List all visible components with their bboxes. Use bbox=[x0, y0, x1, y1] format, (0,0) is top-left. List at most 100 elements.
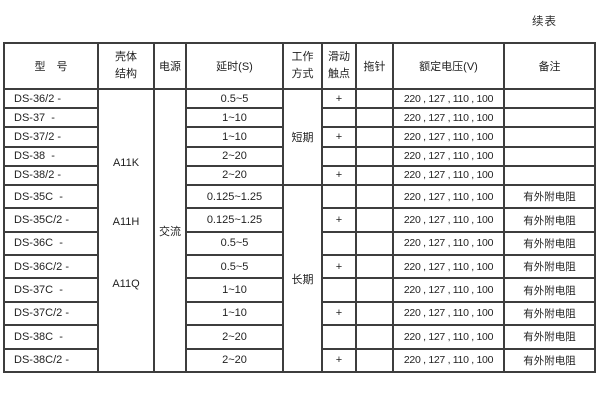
sliding-contact-cell bbox=[321, 277, 357, 303]
table-row: DS-37C - 1~10 220 , 127 , 110 , 100 有外附电… bbox=[3, 277, 596, 303]
model-cell: DS-37C - bbox=[3, 277, 99, 303]
work-mode-short-cell: 短期 bbox=[282, 87, 323, 187]
model-cell: DS-35C - bbox=[3, 184, 99, 210]
delay-cell: 2~20 bbox=[185, 145, 284, 167]
drag-pin-cell bbox=[355, 254, 394, 280]
sliding-contact-cell bbox=[321, 230, 357, 257]
remark-cell: 有外附电阻 bbox=[503, 277, 596, 303]
voltage-cell: 220 , 127 , 110 , 100 bbox=[392, 347, 505, 373]
drag-pin-cell bbox=[355, 87, 394, 110]
header-rated-voltage: 额定电压(V) bbox=[392, 42, 505, 90]
model-cell: DS-37 - bbox=[3, 107, 99, 129]
table-row: DS-37 - 1~10 220 , 127 , 110 , 100 bbox=[3, 107, 596, 129]
delay-cell: 0.5~5 bbox=[185, 230, 284, 257]
model-cell: DS-38C - bbox=[3, 324, 99, 350]
remark-cell: 有外附电阻 bbox=[503, 324, 596, 350]
drag-pin-cell bbox=[355, 324, 394, 350]
sliding-contact-cell bbox=[321, 107, 357, 129]
voltage-cell: 220 , 127 , 110 , 100 bbox=[392, 126, 505, 148]
spec-table-container: 型 号 壳体 结构 电源 延时(S) 工作 方式 滑动 触点 拖针 额定电压(V… bbox=[3, 42, 596, 373]
table-row: DS-36/2 - A11K A11H A11Q 交流 0.5~5 短期 + 2… bbox=[3, 87, 596, 373]
remark-cell bbox=[503, 145, 596, 167]
voltage-cell: 220 , 127 , 110 , 100 bbox=[392, 324, 505, 350]
remark-cell: 有外附电阻 bbox=[503, 184, 596, 210]
remark-cell bbox=[503, 126, 596, 148]
work-mode-long-cell: 长期 bbox=[282, 184, 323, 373]
remark-cell: 有外附电阻 bbox=[503, 300, 596, 327]
table-row: DS-35C/2 - 0.125~1.25 + 220 , 127 , 110 … bbox=[3, 207, 596, 233]
table-row: DS-36C/2 - 0.5~5 + 220 , 127 , 110 , 100… bbox=[3, 254, 596, 280]
continuation-table-label: 续表 bbox=[532, 16, 557, 28]
delay-cell: 0.5~5 bbox=[185, 87, 284, 110]
delay-cell: 1~10 bbox=[185, 107, 284, 129]
sliding-contact-cell bbox=[321, 145, 357, 167]
model-cell: DS-37/2 - bbox=[3, 126, 99, 148]
model-cell: DS-35C/2 - bbox=[3, 207, 99, 233]
sliding-contact-cell: + bbox=[321, 207, 357, 233]
voltage-cell: 220 , 127 , 110 , 100 bbox=[392, 230, 505, 257]
delay-cell: 0.125~1.25 bbox=[185, 207, 284, 233]
delay-cell: 2~20 bbox=[185, 347, 284, 373]
sliding-contact-cell: + bbox=[321, 87, 357, 110]
remark-cell bbox=[503, 87, 596, 110]
voltage-cell: 220 , 127 , 110 , 100 bbox=[392, 254, 505, 280]
drag-pin-cell bbox=[355, 277, 394, 303]
header-delay: 延时(S) bbox=[185, 42, 284, 90]
drag-pin-cell bbox=[355, 126, 394, 148]
remark-cell: 有外附电阻 bbox=[503, 347, 596, 373]
voltage-cell: 220 , 127 , 110 , 100 bbox=[392, 184, 505, 210]
voltage-cell: 220 , 127 , 110 , 100 bbox=[392, 300, 505, 327]
remark-cell: 有外附电阻 bbox=[503, 254, 596, 280]
drag-pin-cell bbox=[355, 164, 394, 187]
table-row: DS-36C - 0.5~5 220 , 127 , 110 , 100 有外附… bbox=[3, 230, 596, 257]
drag-pin-cell bbox=[355, 184, 394, 210]
table-row: DS-38C/2 - 2~20 + 220 , 127 , 110 , 100 … bbox=[3, 347, 596, 373]
delay-cell: 0.5~5 bbox=[185, 254, 284, 280]
remark-cell: 有外附电阻 bbox=[503, 230, 596, 257]
drag-pin-cell bbox=[355, 347, 394, 373]
sliding-contact-cell bbox=[321, 184, 357, 210]
table-row: DS-37/2 - 1~10 + 220 , 127 , 110 , 100 bbox=[3, 126, 596, 148]
sliding-contact-cell: + bbox=[321, 254, 357, 280]
header-power: 电源 bbox=[153, 42, 187, 90]
shell-label-a11q: A11Q bbox=[112, 277, 140, 290]
shell-structure-cell: A11K A11H A11Q bbox=[97, 88, 155, 373]
table-row: DS-38C - 2~20 220 , 127 , 110 , 100 有外附电… bbox=[3, 324, 596, 350]
header-drag-pin: 拖针 bbox=[355, 42, 394, 90]
drag-pin-cell bbox=[355, 207, 394, 233]
model-cell: DS-36/2 - bbox=[3, 87, 99, 110]
power-cell: 交流 bbox=[153, 88, 187, 373]
delay-cell: 2~20 bbox=[185, 164, 284, 187]
drag-pin-cell bbox=[355, 145, 394, 167]
sliding-contact-cell: + bbox=[321, 164, 357, 187]
table-row: DS-38 - 2~20 220 , 127 , 110 , 100 bbox=[3, 145, 596, 167]
model-cell: DS-38/2 - bbox=[3, 164, 99, 187]
delay-cell: 1~10 bbox=[185, 277, 284, 303]
voltage-cell: 220 , 127 , 110 , 100 bbox=[392, 87, 505, 110]
sliding-contact-cell bbox=[321, 324, 357, 350]
remark-cell: 有外附电阻 bbox=[503, 207, 596, 233]
table-row: DS-37C/2 - 1~10 + 220 , 127 , 110 , 100 … bbox=[3, 300, 596, 327]
shell-label-a11k: A11K bbox=[112, 157, 140, 170]
header-remarks: 备注 bbox=[503, 42, 596, 90]
table-row: DS-38/2 - 2~20 + 220 , 127 , 110 , 100 bbox=[3, 164, 596, 187]
voltage-cell: 220 , 127 , 110 , 100 bbox=[392, 207, 505, 233]
voltage-cell: 220 , 127 , 110 , 100 bbox=[392, 107, 505, 129]
voltage-cell: 220 , 127 , 110 , 100 bbox=[392, 164, 505, 187]
drag-pin-cell bbox=[355, 230, 394, 257]
sliding-contact-cell: + bbox=[321, 300, 357, 327]
remark-cell bbox=[503, 164, 596, 187]
delay-cell: 1~10 bbox=[185, 126, 284, 148]
sliding-contact-cell: + bbox=[321, 347, 357, 373]
drag-pin-cell bbox=[355, 300, 394, 327]
model-cell: DS-36C - bbox=[3, 230, 99, 257]
sliding-contact-cell: + bbox=[321, 126, 357, 148]
header-work-mode: 工作 方式 bbox=[282, 42, 323, 90]
model-cell: DS-38C/2 - bbox=[3, 347, 99, 373]
delay-cell: 2~20 bbox=[185, 324, 284, 350]
header-model: 型 号 bbox=[3, 42, 99, 90]
header-row: 型 号 壳体 结构 电源 延时(S) 工作 方式 滑动 触点 拖针 额定电压(V… bbox=[3, 42, 596, 90]
relay-spec-table: 型 号 壳体 结构 电源 延时(S) 工作 方式 滑动 触点 拖针 额定电压(V… bbox=[3, 42, 596, 373]
header-sliding-contact: 滑动 触点 bbox=[321, 42, 357, 90]
